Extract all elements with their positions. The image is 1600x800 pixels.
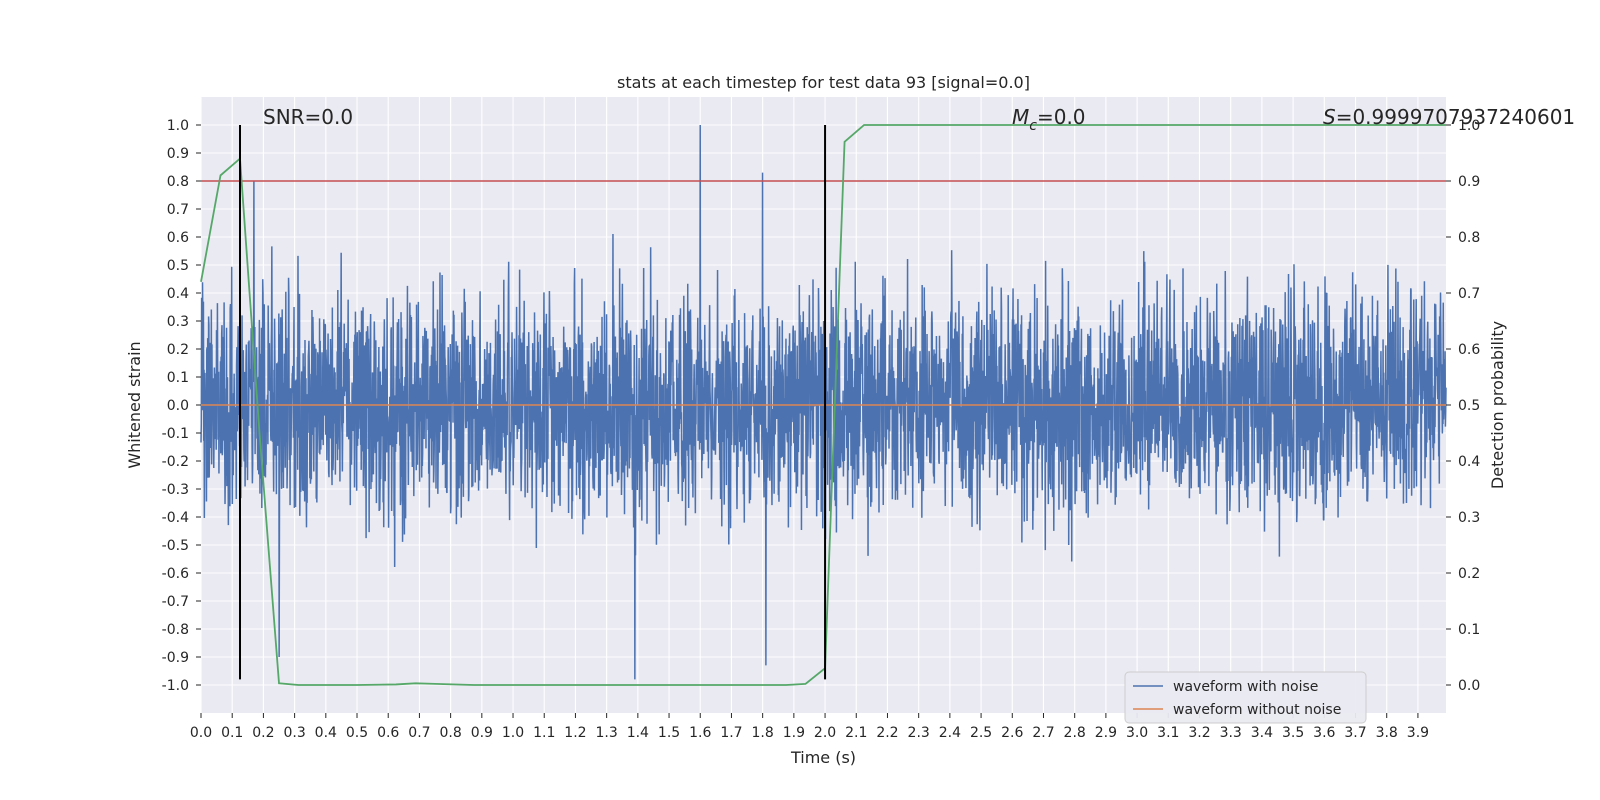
s-symbol: S [1323,105,1336,129]
x-tick-label: 0.0 [190,725,212,741]
mc-annotation: Mc=0.0 [1012,105,1086,134]
x-tick-label: 3.9 [1407,725,1429,741]
x-tick-label: 3.8 [1376,725,1398,741]
x-tick-label: 2.8 [1064,725,1086,741]
x-tick-label: 3.1 [1157,725,1179,741]
x-tick-label: 0.9 [471,725,493,741]
x-tick-label: 2.6 [1001,725,1023,741]
y2-tick-label: 0.5 [1458,398,1480,414]
x-tick-label: 2.4 [939,725,961,741]
x-tick-label: 1.0 [502,725,524,741]
x-tick-label: 3.3 [1220,725,1242,741]
s-value: =0.9999707937240601 [1336,105,1575,129]
x-tick-label: 2.9 [1095,725,1117,741]
x-tick-label: 0.5 [346,725,368,741]
x-tick-label: 0.4 [315,725,337,741]
x-tick-label: 2.3 [908,725,930,741]
x-tick-label: 2.5 [970,725,992,741]
y-tick-label: 0.7 [167,202,189,218]
y-tick-label: -0.5 [162,538,189,554]
y-tick-label: -1.0 [162,678,189,694]
y-tick-label: -0.6 [162,566,189,582]
y2-tick-label: 0.7 [1458,286,1480,302]
y2-axis-title: Detection probability [1488,321,1507,489]
ticks: 0.0 0.1 0.2 0.3 0.4 0.5 0.6 0.7 0.8 0.9 1.0 1.1 1.2 1… [162,118,1481,741]
x-tick-label: 1.7 [720,725,742,741]
x-tick-label: 1.5 [658,725,680,741]
x-tick-label: 3.0 [1126,725,1148,741]
y-tick-label: 0.8 [167,174,189,190]
y2-tick-label: 0.1 [1458,622,1480,638]
y-tick-label: -0.4 [162,510,189,526]
x-tick-label: 1.4 [627,725,649,741]
mc-subscript: c [1029,118,1037,134]
y-tick-label: -0.3 [162,482,189,498]
y-tick-label: 0.3 [167,314,189,330]
x-tick-label: 3.6 [1313,725,1335,741]
legend-box [1124,671,1367,724]
y-tick-label: 0.2 [167,342,189,358]
x-tick-label: 2.1 [845,725,867,741]
x-tick-label: 3.5 [1282,725,1304,741]
mc-symbol: M [1012,105,1029,129]
y-tick-label: 1.0 [167,118,189,134]
x-axis-title: Time (s) [790,748,856,767]
x-tick-label: 1.8 [752,725,774,741]
x-tick-label: 0.7 [408,725,430,741]
y-tick-label: 0.1 [167,370,189,386]
line-series [200,124,1446,686]
x-tick-label: 2.0 [814,725,836,741]
x-tick-label: 1.3 [596,725,618,741]
chart-title: stats at each timestep for test data 93 … [617,73,1030,92]
y-tick-label: 0.0 [167,398,189,414]
y-tick-label: -0.2 [162,454,189,470]
x-tick-label: 1.1 [533,725,555,741]
y-tick-label: 0.5 [167,258,189,274]
noise-series [200,124,1447,680]
waveform-with-noise-line [200,124,1447,680]
y2-tick-label: 0.2 [1458,566,1480,582]
y2-tick-label: 0.9 [1458,174,1480,190]
y-tick-label: 0.9 [167,146,189,162]
y-tick-label: -0.1 [162,426,189,442]
x-tick-label: 0.1 [221,725,243,741]
legend-label-noise: waveform with noise [1173,679,1318,695]
legend-label-clean: waveform without noise [1173,702,1341,718]
legend: waveform with noise waveform without noi… [1124,671,1367,724]
x-tick-label: 2.2 [876,725,898,741]
y-tick-label: -0.8 [162,622,189,638]
x-tick-label: 3.7 [1344,725,1366,741]
x-tick-label: 0.8 [439,725,461,741]
y-tick-label: 0.6 [167,230,189,246]
y2-tick-label: 0.8 [1458,230,1480,246]
y2-tick-label: 0.6 [1458,342,1480,358]
y-tick-label: 0.4 [167,286,189,302]
y-tick-label: -0.9 [162,650,189,666]
y-tick-label: -0.7 [162,594,189,610]
x-tick-label: 3.4 [1251,725,1273,741]
y2-tick-label: 0.0 [1458,678,1480,694]
y2-tick-label: 1.0 [1458,118,1480,134]
x-tick-label: 0.2 [252,725,274,741]
y2-tick-label: 0.4 [1458,454,1480,470]
snr-annotation: SNR=0.0 [263,105,353,129]
y2-tick-label: 0.3 [1458,510,1480,526]
x-tick-label: 1.9 [783,725,805,741]
x-tick-label: 2.7 [1032,725,1054,741]
y-axis-title: Whitened strain [125,341,144,468]
x-tick-label: 1.2 [564,725,586,741]
x-tick-label: 0.6 [377,725,399,741]
mc-value: =0.0 [1037,105,1086,129]
x-tick-label: 0.3 [283,725,305,741]
x-tick-label: 3.2 [1188,725,1210,741]
x-tick-label: 1.6 [689,725,711,741]
detection-probability-line [200,124,1446,686]
s-annotation: S=0.9999707937240601 [1323,105,1575,129]
